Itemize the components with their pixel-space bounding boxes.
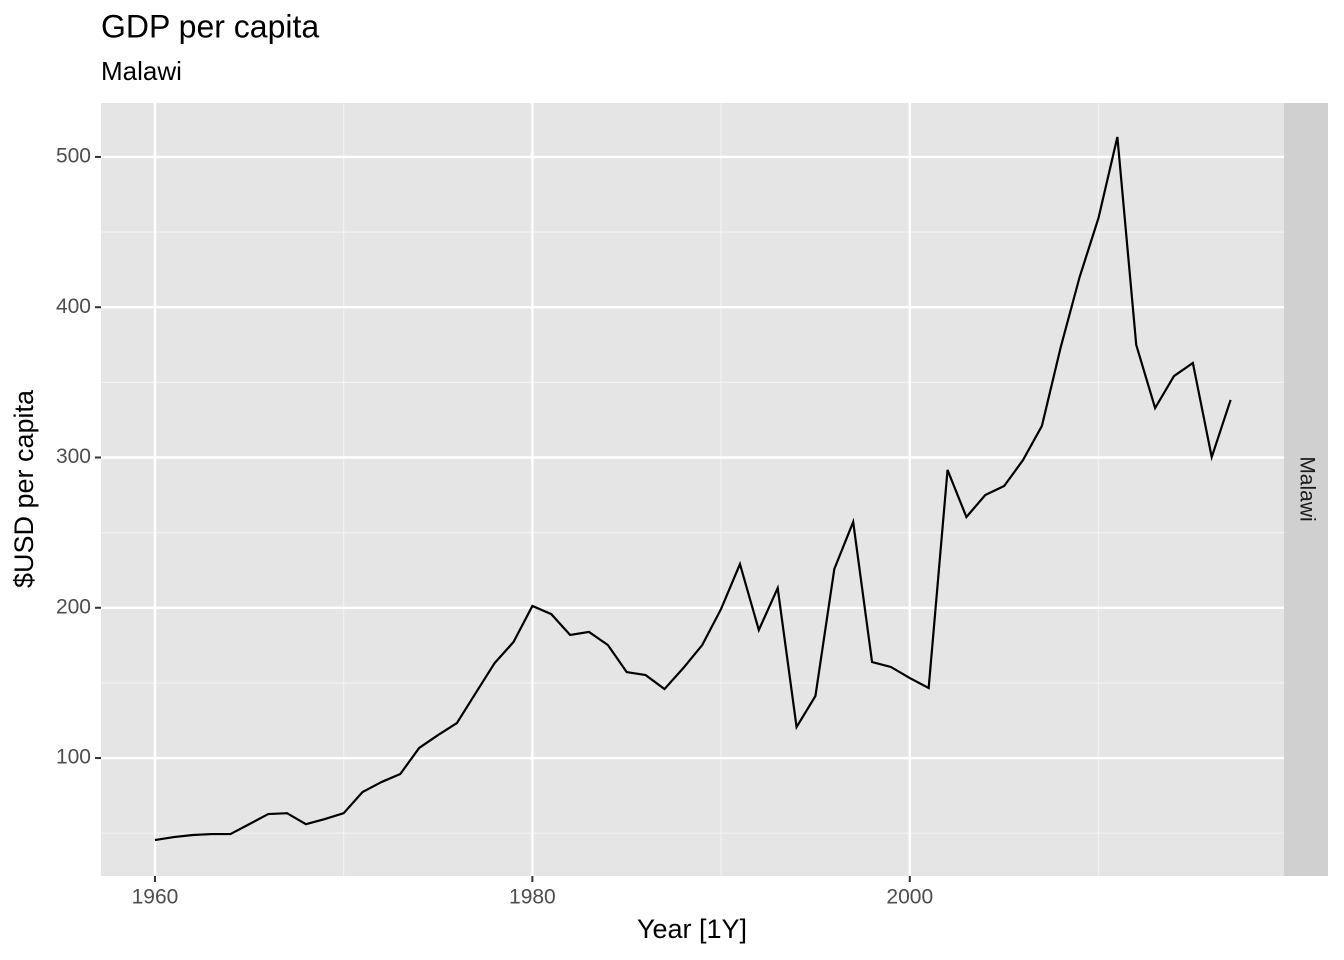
y-tick-label: 200 [56,595,91,618]
x-tick-label: 2000 [886,886,933,909]
y-tick-label: 400 [56,295,91,318]
x-axis-label: Year [1Y] [637,914,747,944]
y-tick-label: 300 [56,445,91,468]
x-tick-label: 1960 [132,886,179,909]
chart-subtitle: Malawi [101,56,182,86]
y-tick-label: 500 [56,144,91,167]
panel [101,103,1284,876]
facet-strip [1284,103,1328,876]
y-axis-label: $USD per capita [9,389,39,588]
x-tick-label: 1980 [509,886,556,909]
y-tick-label: 100 [56,746,91,769]
chart-title: GDP per capita [101,8,319,44]
line [154,136,1232,842]
facet-label: Malawi [1295,456,1318,521]
